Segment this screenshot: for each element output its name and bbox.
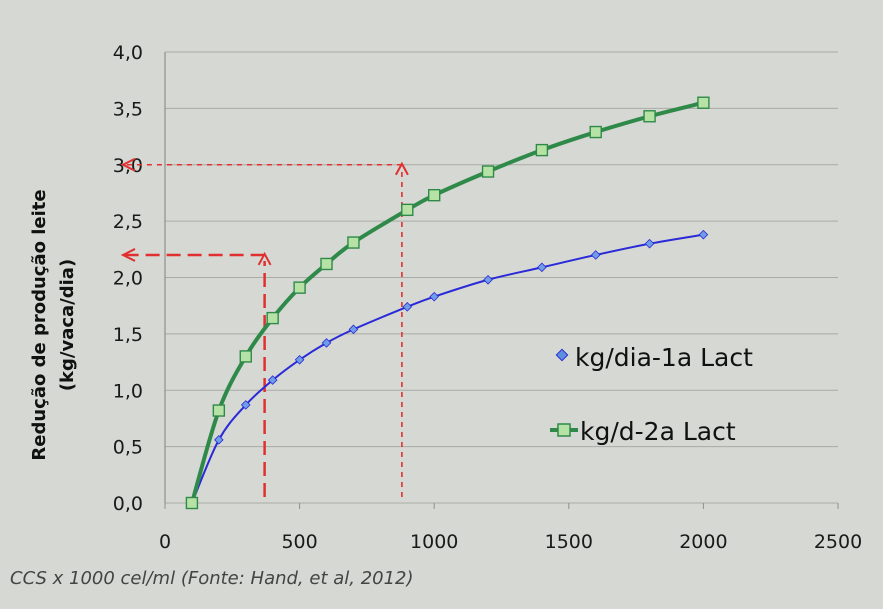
legend-entry-1a: kg/dia-1a Lact: [555, 343, 753, 372]
data-point-square: [185, 496, 199, 510]
legend-label-1a: kg/dia-1a Lact: [575, 343, 753, 372]
arrow-up-icon: [395, 161, 409, 176]
y-tick-label: 3,5: [113, 98, 143, 120]
reading-guide-2: [120, 157, 409, 497]
x-tick-label: 2000: [679, 531, 727, 553]
data-point-square: [266, 311, 279, 325]
y-axis-title-line2: (kg/vaca/dia): [57, 259, 78, 391]
data-point-diamond: [294, 354, 305, 365]
y-tick-label: 2,5: [113, 211, 143, 233]
y-tick-label: 3,0: [113, 155, 143, 177]
data-point-square: [643, 110, 656, 123]
data-point-diamond: [348, 324, 359, 335]
y-axis-title-line1: Redução de produção leite: [29, 189, 50, 460]
legend-marker-square: [557, 423, 571, 437]
data-point-square: [697, 96, 710, 109]
data-point-square: [212, 404, 226, 417]
annotation-layer: [120, 157, 409, 497]
data-point-square: [428, 188, 441, 202]
y-tick-label: 0,5: [113, 437, 143, 459]
data-point-diamond: [590, 250, 601, 260]
x-tick-label: 2500: [814, 531, 862, 553]
series-2: [185, 96, 710, 510]
data-point-square: [347, 236, 360, 249]
data-point-square: [293, 281, 306, 294]
x-tick-label: 500: [281, 531, 317, 553]
y-tick-label: 1,0: [113, 380, 143, 402]
data-point-diamond: [402, 302, 413, 312]
legend-entry-2a: kg/d-2a Lact: [550, 417, 736, 446]
data-point-diamond: [698, 229, 709, 240]
legend-label-2a: kg/d-2a Lact: [580, 417, 736, 446]
data-point-square: [320, 257, 333, 271]
arrow-up-icon: [257, 251, 272, 266]
reading-guide-1: [120, 248, 272, 497]
data-point-diamond: [429, 291, 440, 302]
y-axis-title: Redução de produção leite (kg/vaca/dia): [29, 189, 78, 460]
axis-layer: 0,0 0,5 1,0 1,5 2,0 2,5 3,0 3,5 4,0 0 500 1000 1500 2…: [113, 42, 862, 553]
y-tick-label: 4,0: [113, 42, 143, 64]
x-tick-label: 1500: [545, 531, 593, 553]
arrow-left-icon: [120, 157, 136, 172]
y-tick-label: 0,0: [113, 493, 143, 515]
x-tick-label: 1000: [410, 531, 458, 553]
data-point-diamond: [321, 338, 332, 348]
data-point-square: [589, 125, 602, 139]
data-point-diamond: [483, 274, 493, 285]
series-layer: [185, 96, 710, 510]
data-point-diamond: [537, 262, 547, 273]
x-tick-label: 0: [159, 531, 171, 553]
data-point-diamond: [214, 435, 224, 445]
data-point-square: [535, 143, 549, 157]
legend-layer: kg/dia-1a Lact kg/d-2a Lact: [550, 343, 753, 446]
legend-marker-diamond: [555, 348, 569, 362]
y-tick-label: 2,0: [113, 268, 143, 290]
chart-caption: CCS x 1000 cel/ml (Fonte: Hand, et al, 2…: [10, 568, 414, 589]
arrow-left-icon: [120, 248, 136, 262]
data-point-diamond: [267, 375, 278, 385]
data-point-diamond: [644, 238, 655, 249]
data-point-square: [239, 350, 252, 363]
data-point-square: [401, 203, 414, 217]
y-tick-label: 1,5: [113, 324, 143, 346]
data-point-square: [481, 165, 495, 178]
data-point-diamond: [240, 400, 251, 410]
